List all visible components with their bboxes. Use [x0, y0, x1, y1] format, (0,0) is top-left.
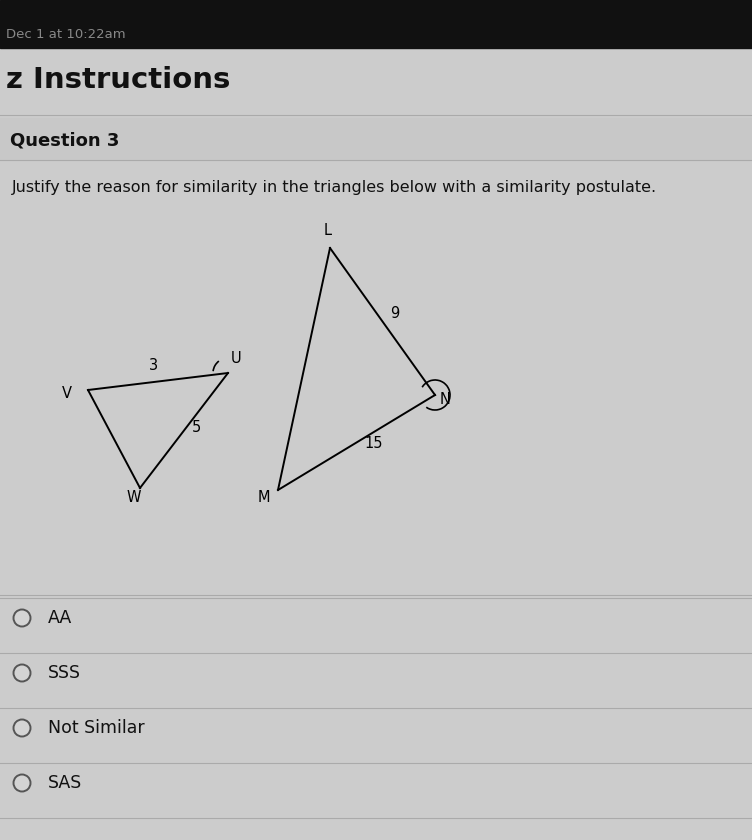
Text: U: U: [231, 351, 241, 366]
Bar: [0, 0, 752, 48]
Text: L: L: [324, 223, 332, 238]
Text: SAS: SAS: [48, 774, 82, 792]
Text: M: M: [258, 490, 270, 505]
Text: Justify the reason for similarity in the triangles below with a similarity postu: Justify the reason for similarity in the…: [12, 180, 657, 195]
Text: V: V: [62, 386, 72, 402]
Bar: [0, 118, 752, 160]
Text: z Instructions: z Instructions: [6, 66, 230, 94]
Text: Question 3: Question 3: [10, 132, 120, 150]
Circle shape: [14, 610, 31, 627]
Circle shape: [14, 664, 31, 681]
Text: W: W: [127, 490, 141, 505]
Text: 3: 3: [148, 358, 158, 372]
Text: 15: 15: [365, 437, 383, 452]
Text: 5: 5: [192, 421, 202, 435]
Text: 9: 9: [390, 306, 400, 321]
Text: AA: AA: [48, 609, 72, 627]
Circle shape: [14, 774, 31, 791]
Text: Not Similar: Not Similar: [48, 719, 144, 737]
Text: N: N: [440, 391, 451, 407]
Circle shape: [14, 720, 31, 737]
Text: SSS: SSS: [48, 664, 81, 682]
Text: Dec 1 at 10:22am: Dec 1 at 10:22am: [6, 28, 126, 41]
